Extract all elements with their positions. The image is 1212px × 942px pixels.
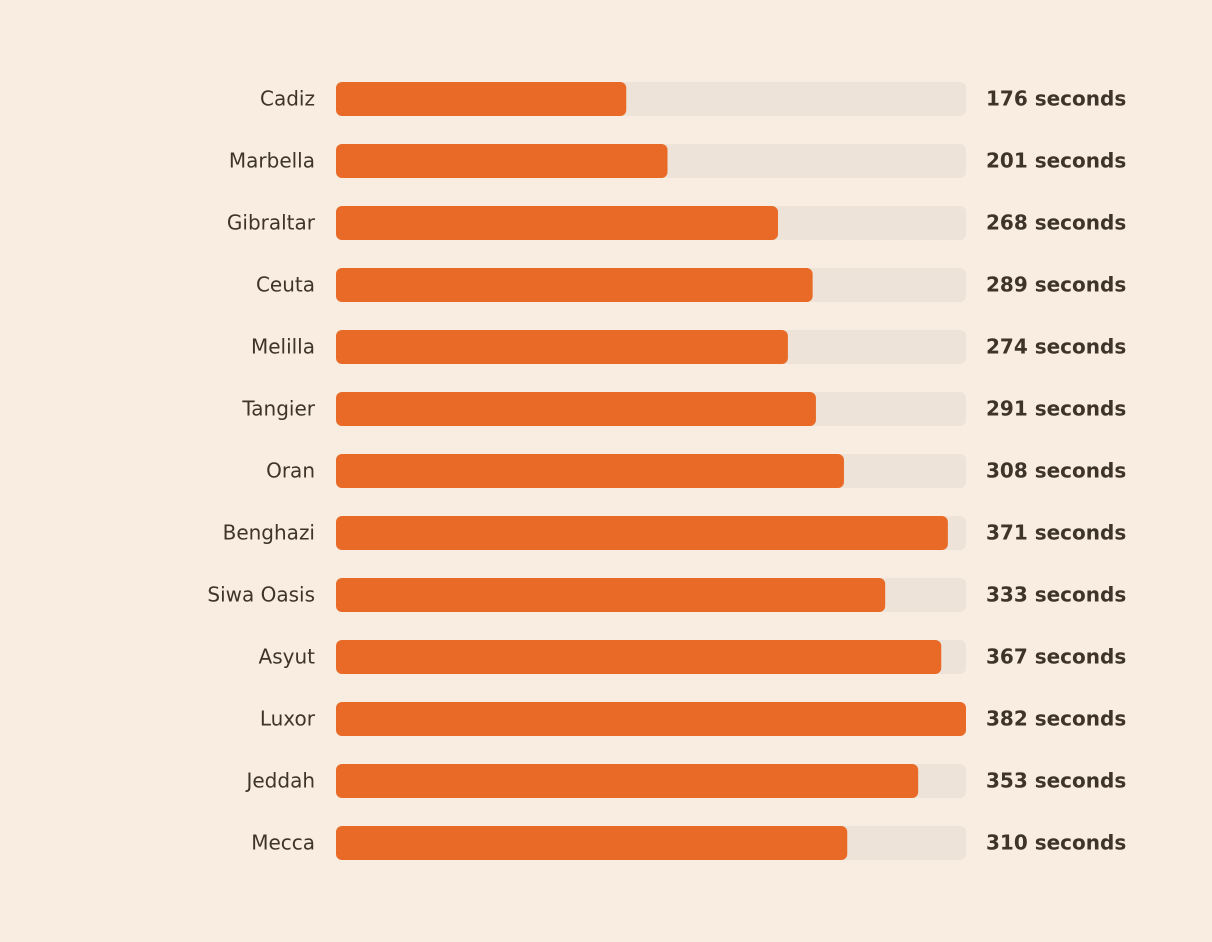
value-label: 308 seconds [986,459,1126,483]
category-label: Siwa Oasis [207,583,315,607]
value-label: 289 seconds [986,273,1126,297]
value-label: 268 seconds [986,211,1126,235]
value-label: 353 seconds [986,769,1126,793]
value-label: 291 seconds [986,397,1126,421]
value-label: 382 seconds [986,707,1126,731]
bar [336,206,778,240]
bar [336,640,942,674]
category-label: Gibraltar [227,211,316,235]
category-label: Marbella [229,149,315,173]
category-label: Tangier [241,397,315,421]
bar [336,330,788,364]
bar [336,144,668,178]
value-label: 310 seconds [986,831,1126,855]
value-label: 371 seconds [986,521,1126,545]
category-label: Benghazi [223,521,315,545]
category-label: Luxor [260,707,316,731]
bar [336,268,813,302]
value-label: 274 seconds [986,335,1126,359]
bar [336,702,966,736]
value-label: 367 seconds [986,645,1126,669]
value-label: 333 seconds [986,583,1126,607]
category-label: Asyut [259,645,316,669]
bar [336,764,919,798]
category-label: Mecca [251,831,315,855]
category-label: Ceuta [256,273,315,297]
bar [336,454,844,488]
value-label: 176 seconds [986,87,1126,111]
category-label: Jeddah [244,769,315,793]
bar [336,826,848,860]
value-label: 201 seconds [986,149,1126,173]
bar [336,578,886,612]
bar [336,516,948,550]
bar [336,392,816,426]
category-label: Oran [266,459,315,483]
category-label: Cadiz [260,87,315,111]
category-label: Melilla [251,335,315,359]
bar [336,82,627,116]
